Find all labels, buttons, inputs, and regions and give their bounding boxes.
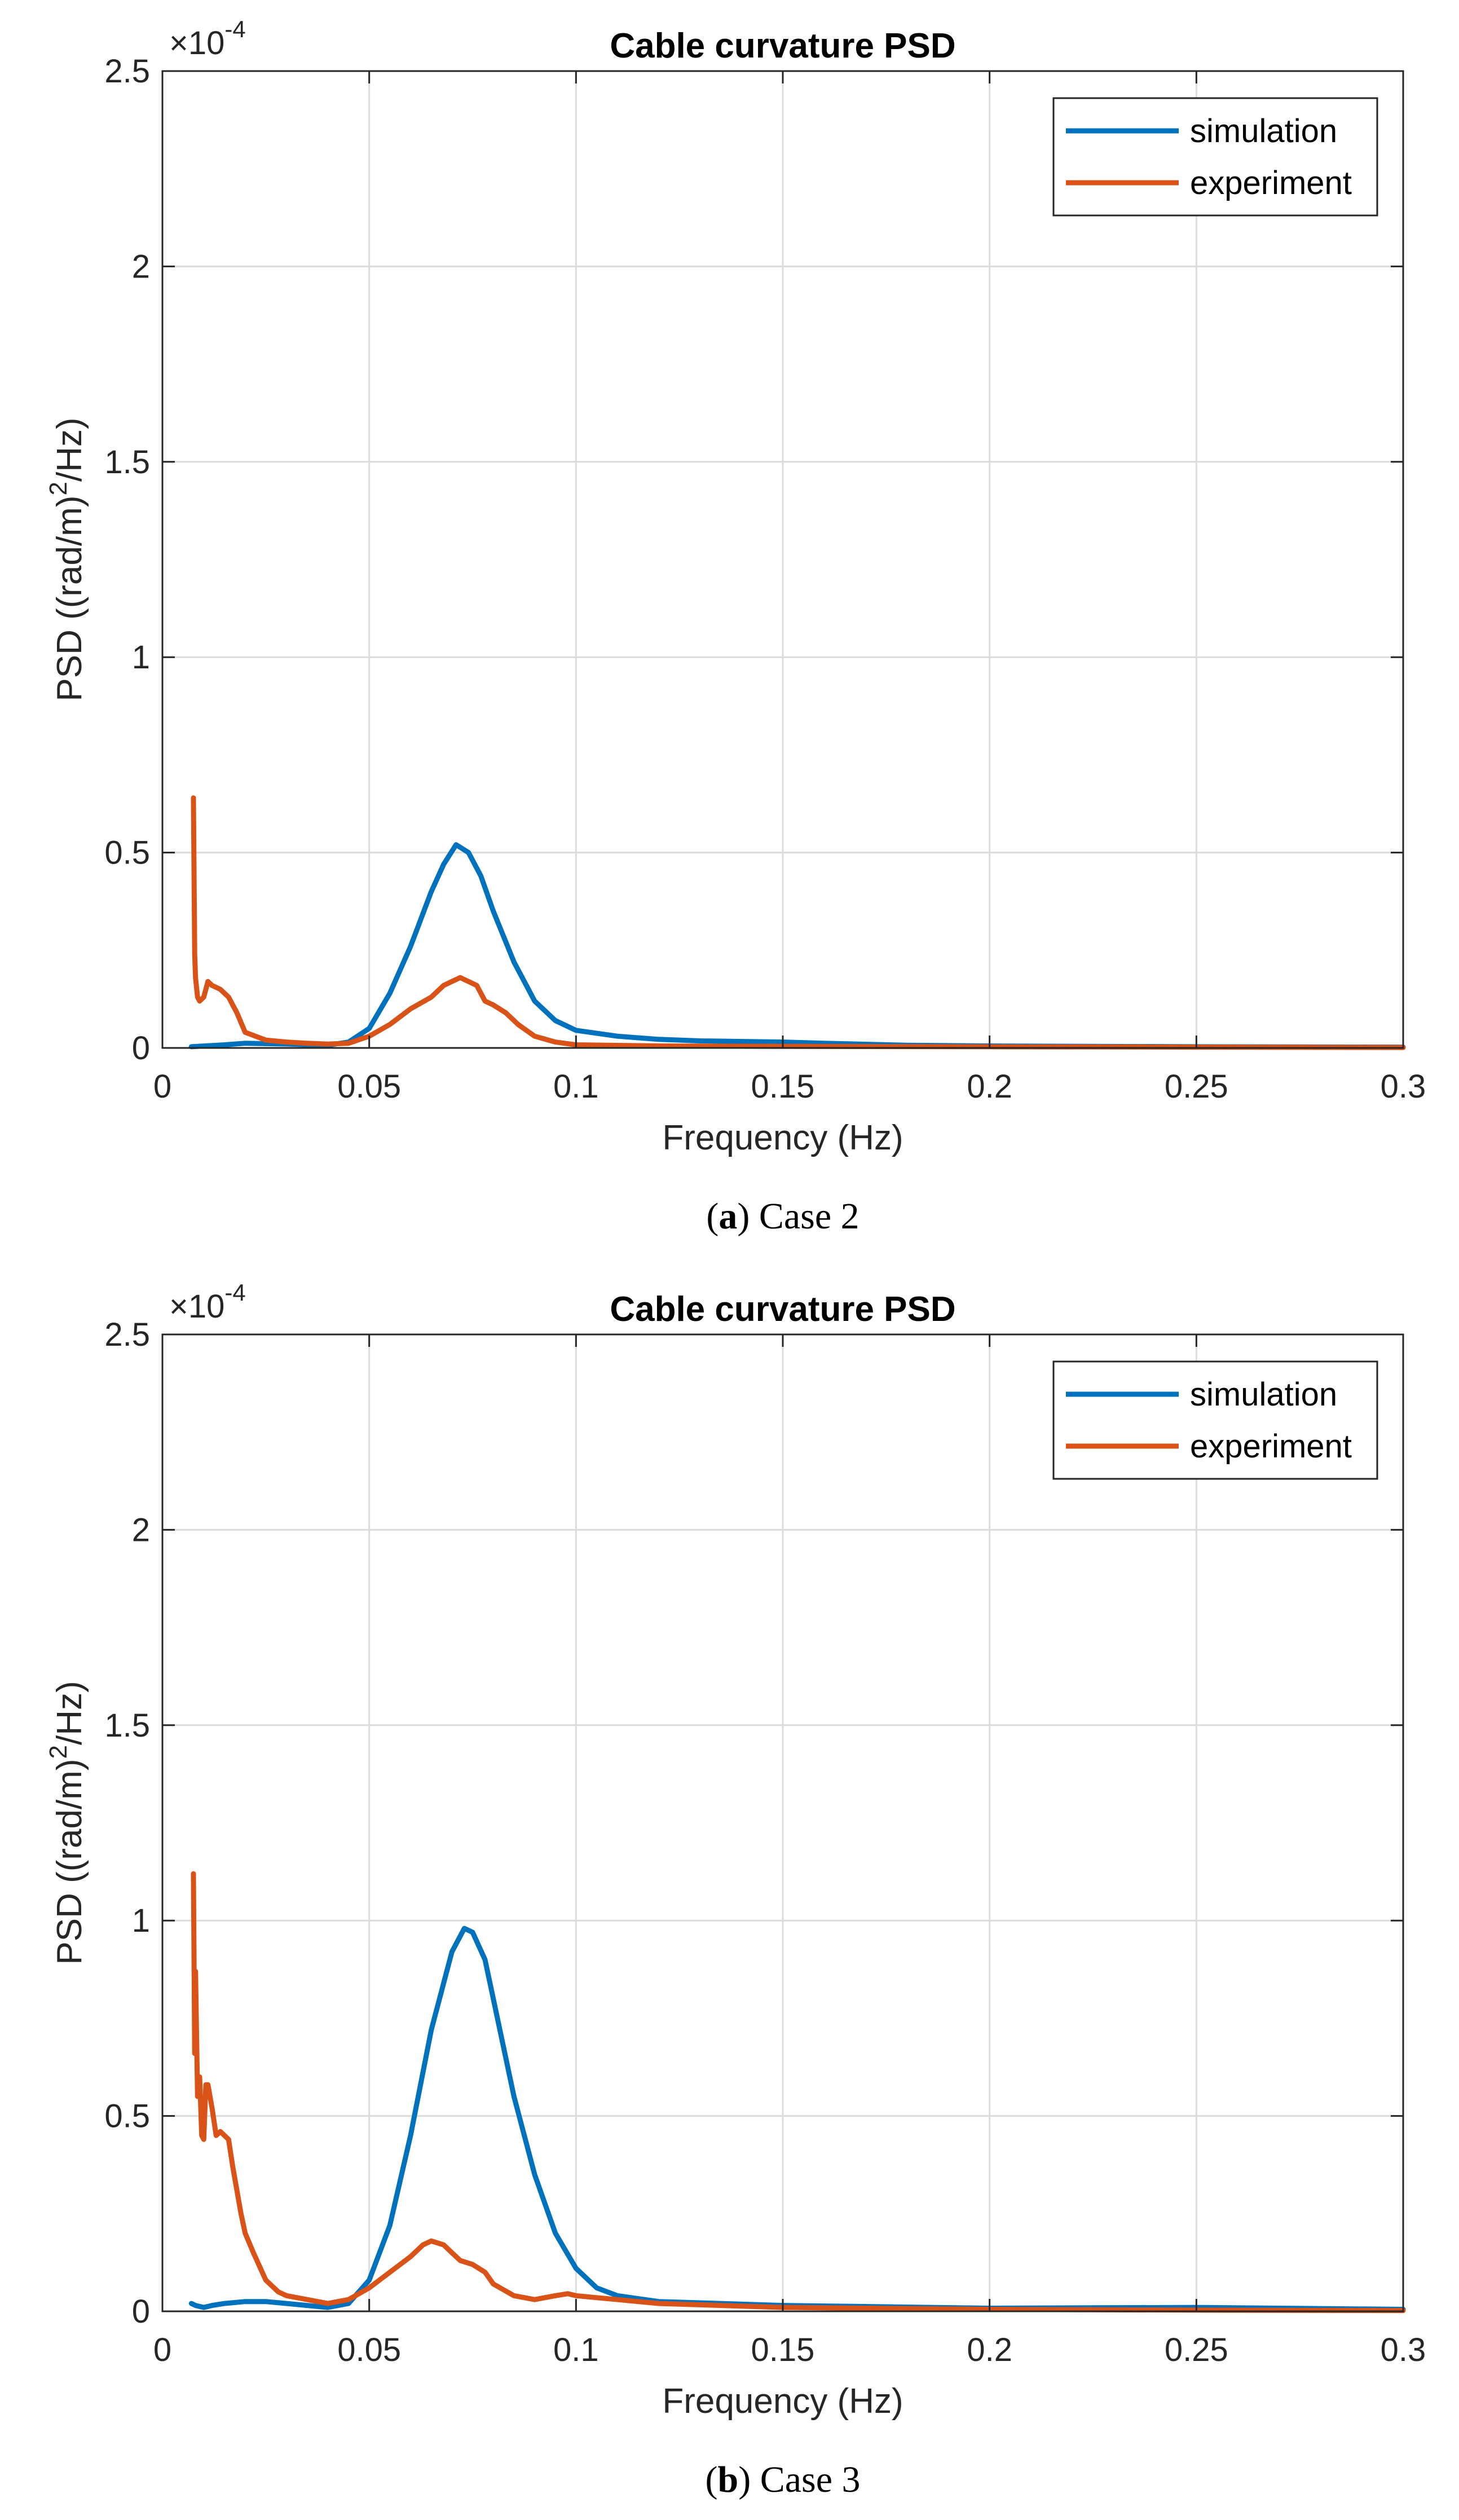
series-line-simulation (188, 1926, 1406, 2312)
x-tick-label: 0.25 (1165, 1068, 1228, 1105)
x-tick-label: 0.05 (337, 2332, 401, 2368)
series-line-experiment (191, 795, 1406, 1050)
y-axis-label-pre: PSD ((rad/m) (50, 496, 89, 702)
legend: simulation experiment (1052, 1360, 1378, 1480)
y-axis-label-pre: PSD ((rad/m) (50, 1759, 89, 1965)
chart-title: Cable curvature PSD (610, 1290, 955, 1329)
x-tick-label: 0.15 (751, 1068, 815, 1105)
x-tick-label: 0.15 (751, 2332, 815, 2368)
x-tick-label: 0.2 (967, 2332, 1012, 2368)
chart-panel-a: 0 0.05 0.1 0.15 0.2 0.25 0.3 0 0.5 1 1.5 2 2.5 ×10-4 C… (45, 16, 1426, 1237)
legend-label-simulation: simulation (1190, 113, 1337, 149)
y-tick-label: 1 (132, 639, 150, 676)
legend: simulation experiment (1052, 97, 1378, 217)
y-exponent-power: -4 (224, 16, 245, 42)
caption-letter: a (719, 1196, 737, 1237)
figure-caption: (a) Case 2 (706, 1196, 859, 1237)
y-tick-label: 0.5 (104, 2098, 150, 2135)
x-tick-label: 0 (153, 1068, 171, 1105)
x-tick-label: 0.05 (337, 1068, 401, 1105)
x-tick-label: 0.3 (1381, 1068, 1426, 1105)
legend-label-experiment: experiment (1190, 1428, 1352, 1465)
y-tick-label: 1.5 (104, 444, 150, 481)
y-tick-label: 1.5 (104, 1707, 150, 1744)
y-tick-label: 2 (132, 248, 150, 285)
series-line-experiment (191, 1871, 1406, 2314)
x-tick-label: 0 (153, 2332, 171, 2368)
x-tick-label: 0.2 (967, 1068, 1012, 1105)
y-tick-label: 2 (132, 1512, 150, 1548)
y-tick-label: 2.5 (104, 53, 150, 90)
y-exponent-power: -4 (224, 1279, 245, 1306)
y-exponent-base: ×10 (169, 1288, 224, 1325)
x-axis-label: Frequency (Hz) (662, 1118, 903, 1157)
y-axis-label-sup: 2 (45, 482, 72, 495)
caption-letter: b (717, 2459, 738, 2500)
y-exponent-label: ×10-4 (169, 1279, 246, 1325)
caption-paren-open: ( (706, 2459, 718, 2500)
y-tick-label: 0 (132, 2293, 150, 2330)
chart-title: Cable curvature PSD (610, 27, 955, 65)
y-axis-label-sup: 2 (45, 1745, 72, 1759)
chart-panel-b: 0 0.05 0.1 0.15 0.2 0.25 0.3 0 0.5 1 1.5 2 2.5 ×10-4 C… (45, 1279, 1426, 2500)
legend-box (1052, 1360, 1378, 1480)
y-tick-label: 2.5 (104, 1316, 150, 1353)
y-axis-label-post: /Hz) (50, 1681, 89, 1745)
caption-text: Case 2 (759, 1196, 859, 1237)
legend-label-experiment: experiment (1190, 165, 1352, 201)
y-axis-label-post: /Hz) (50, 417, 89, 482)
caption-text: Case 3 (760, 2459, 861, 2500)
x-tick-label: 0.25 (1165, 2332, 1228, 2368)
y-axis-label: PSD ((rad/m)2/Hz) (45, 417, 89, 701)
y-tick-label: 0 (132, 1030, 150, 1067)
caption-paren-close: ) (737, 1196, 759, 1237)
x-axis-label: Frequency (Hz) (662, 2382, 903, 2421)
caption-paren-close: ) (738, 2459, 760, 2500)
figure-caption: (b) Case 3 (706, 2459, 861, 2500)
y-axis-label: PSD ((rad/m)2/Hz) (45, 1681, 89, 1964)
x-tick-label: 0.1 (553, 1068, 599, 1105)
legend-label-simulation: simulation (1190, 1376, 1337, 1413)
x-tick-label: 0.3 (1381, 2332, 1426, 2368)
caption-paren-open: ( (706, 1196, 719, 1237)
x-tick-label: 0.1 (553, 2332, 599, 2368)
y-exponent-base: ×10 (169, 25, 224, 61)
y-tick-label: 0.5 (104, 835, 150, 871)
y-exponent-label: ×10-4 (169, 16, 246, 61)
y-tick-label: 1 (132, 1902, 150, 1939)
legend-box (1052, 97, 1378, 217)
